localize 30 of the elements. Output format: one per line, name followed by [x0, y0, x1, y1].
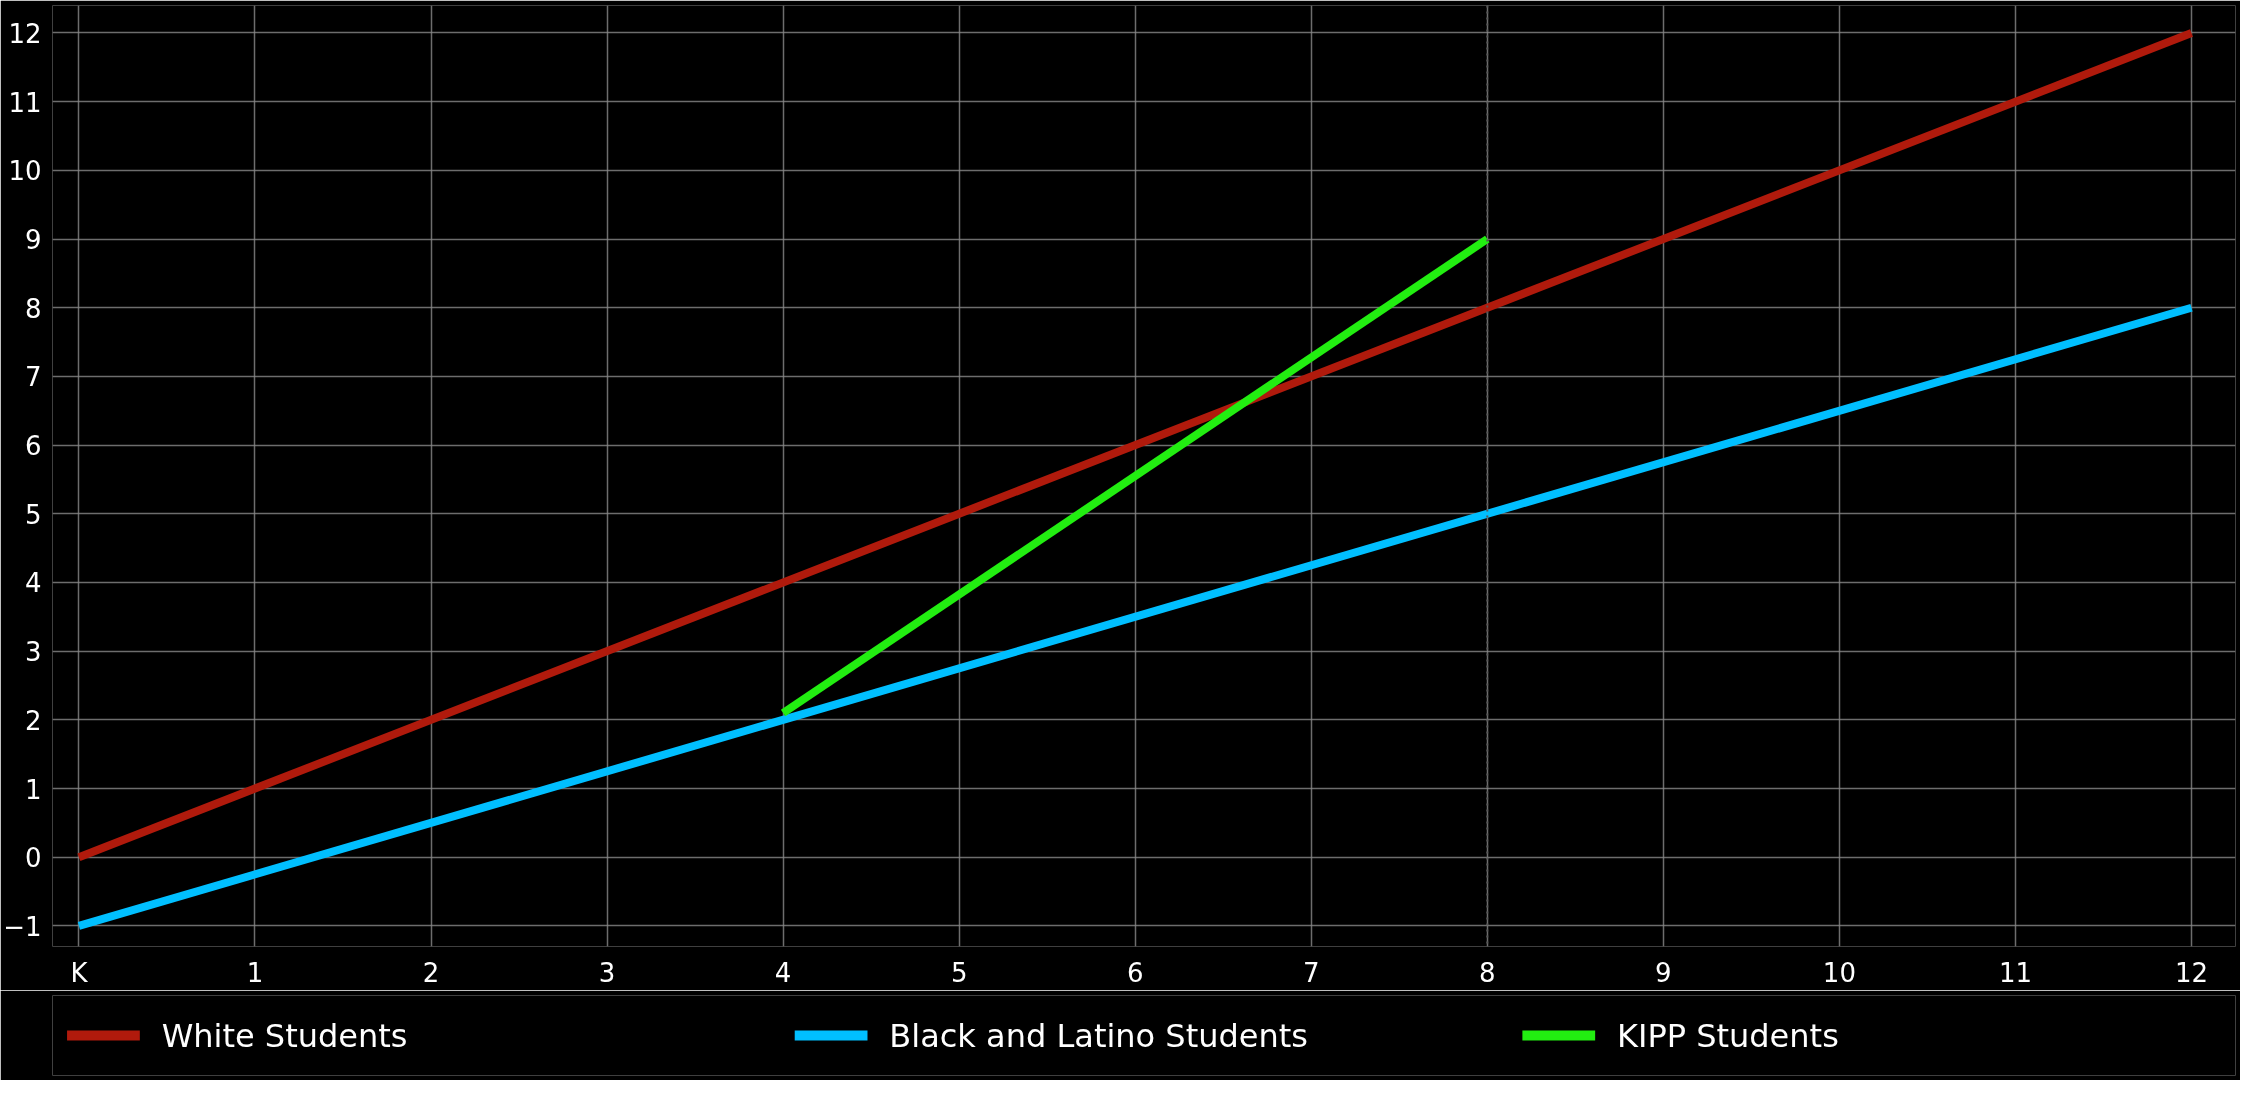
y-tick-label: 10	[8, 156, 42, 187]
y-tick-label: 2	[24, 705, 42, 736]
y-tick-label: −1	[3, 911, 42, 942]
x-tick-label: K	[70, 957, 89, 988]
y-tick-label: 0	[24, 843, 42, 874]
x-tick-label: 10	[1822, 957, 1856, 988]
x-tick-label: 12	[2174, 957, 2209, 988]
x-tick-label: 2	[422, 957, 440, 988]
x-tick-label: 11	[1998, 957, 2032, 988]
y-tick-label: 4	[24, 568, 42, 599]
y-tick-label: 12	[8, 18, 42, 49]
y-tick-label: 1	[24, 774, 42, 805]
y-tick-label: 11	[8, 87, 42, 118]
x-tick-label: 4	[774, 957, 792, 988]
x-tick-label: 7	[1302, 957, 1320, 988]
x-tick-label: 6	[1126, 957, 1144, 988]
legend-label: Black and Latino Students	[889, 1016, 1308, 1055]
x-tick-label: 5	[950, 957, 968, 988]
y-tick-label: 5	[24, 499, 42, 530]
legend-label: White Students	[161, 1016, 408, 1055]
y-tick-label: 9	[24, 225, 42, 256]
x-tick-label: 1	[246, 957, 264, 988]
x-tick-label: 8	[1479, 957, 1496, 988]
y-tick-label: 6	[24, 431, 42, 462]
y-tick-label: 7	[24, 362, 42, 393]
y-tick-label: 8	[24, 293, 42, 324]
legend-label: KIPP Students	[1616, 1016, 1839, 1055]
y-tick-label: 3	[24, 637, 42, 668]
x-tick-label: 3	[598, 957, 616, 988]
x-tick-label: 9	[1655, 957, 1672, 988]
